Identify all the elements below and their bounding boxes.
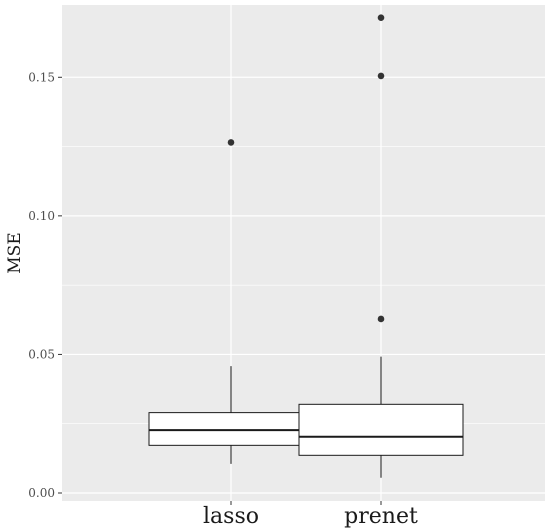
outlier-point [377,72,385,80]
outlier-point [227,139,235,146]
box-prenet [298,14,464,478]
y-axis: 0.00 0.05 0.10 0.15 [28,70,62,500]
y-axis-title: MSE [5,232,25,273]
y-tick-label: 0.15 [28,70,55,84]
box-iqr [148,412,314,446]
y-tick-label: 0.00 [28,486,55,500]
outlier-point [377,315,385,323]
boxes [148,14,464,478]
box-iqr [298,403,464,456]
outlier-point [377,14,385,21]
y-tick-label: 0.10 [28,209,55,223]
x-axis: lasso prenet [203,501,418,529]
x-tick-label: lasso [203,504,259,529]
y-tick-label: 0.05 [28,347,55,361]
x-tick-label: prenet [344,504,418,529]
